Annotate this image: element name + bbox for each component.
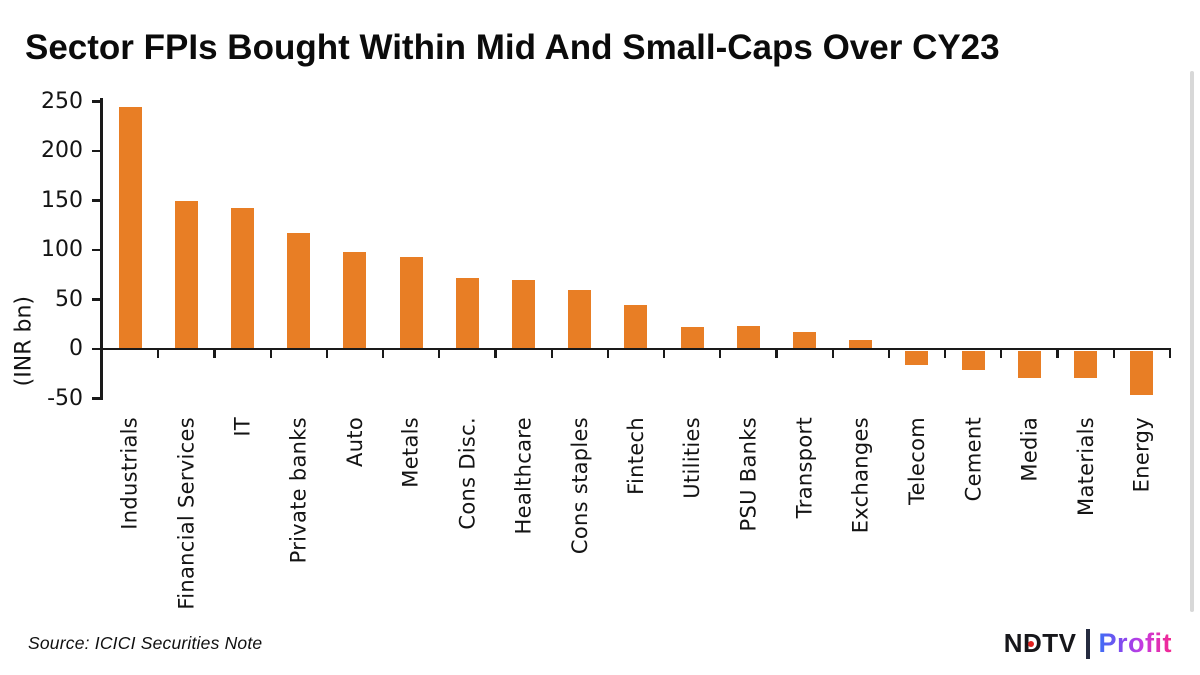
ndtv-profit-logo: NDTV Profit [1004, 628, 1172, 659]
y-tick-label-200: 200 [41, 138, 83, 163]
x-axis-label-cement: Cement [961, 417, 986, 502]
x-axis-label-cons-disc: Cons Disc. [455, 417, 480, 530]
bar-metals [399, 256, 423, 349]
y-tick-label-100: 100 [41, 237, 83, 262]
y-tick-mark-50 [92, 298, 101, 301]
x-axis-line [100, 347, 1171, 350]
y-axis-line [100, 98, 103, 400]
x-axis-label-it: IT [230, 417, 255, 437]
x-tick-mark-19 [1168, 350, 1171, 358]
ndtv-red-dot-icon [1028, 641, 1035, 648]
bar-energy [1130, 350, 1154, 396]
y-tick-mark-150 [92, 199, 101, 202]
bar-cement [961, 350, 985, 371]
profit-wordmark: Profit [1098, 628, 1172, 658]
bar-utilities [680, 327, 704, 349]
x-tick-mark-1 [157, 350, 160, 358]
x-tick-mark-9 [606, 350, 609, 358]
x-axis-label-financial-services: Financial Services [174, 417, 199, 610]
x-tick-mark-13 [831, 350, 834, 358]
x-axis-label-industrials: Industrials [118, 417, 143, 530]
bar-fintech [624, 305, 648, 349]
footer: Source: ICICI Securities Note NDTV Profi… [0, 612, 1200, 675]
x-axis-label-exchanges: Exchanges [848, 417, 873, 534]
x-axis-label-auto: Auto [342, 417, 367, 467]
x-tick-mark-18 [1112, 350, 1115, 358]
x-axis-label-transport: Transport [792, 417, 817, 519]
y-tick-mark-0 [92, 347, 101, 351]
bar-financial-services [174, 200, 198, 349]
x-axis-label-fintech: Fintech [623, 417, 648, 495]
x-tick-mark-17 [1056, 350, 1059, 358]
x-axis-label-cons-staples: Cons staples [567, 417, 592, 555]
bar-transport [793, 332, 816, 349]
y-tick-mark-200 [92, 149, 101, 153]
x-tick-mark-15 [944, 350, 947, 358]
x-tick-mark-14 [887, 350, 890, 358]
x-tick-mark-5 [382, 350, 385, 358]
y-tick-label-150: 150 [41, 187, 83, 213]
x-axis-label-utilities: Utilities [680, 417, 705, 499]
x-axis-label-private-banks: Private banks [286, 417, 311, 564]
bar-private-banks [287, 233, 311, 349]
bar-telecom [905, 350, 929, 366]
x-axis-label-telecom: Telecom [904, 417, 929, 505]
ndtv-text: NDTV [1003, 628, 1077, 658]
x-axis-label-psu-banks: PSU Banks [736, 417, 761, 532]
x-axis-label-energy: Energy [1129, 417, 1154, 493]
x-axis-label-materials: Materials [1073, 417, 1098, 516]
ndtv-wordmark: NDTV [1004, 628, 1077, 659]
x-tick-mark-2 [213, 350, 216, 358]
x-tick-mark-8 [550, 350, 553, 358]
y-tick-label--50: -50 [47, 385, 83, 411]
bar-healthcare [512, 279, 535, 349]
y-tick-label-0: 0 [69, 336, 83, 361]
x-axis-label-healthcare: Healthcare [511, 417, 536, 535]
bar-industrials [118, 107, 142, 349]
y-tick-mark-100 [92, 248, 101, 252]
bar-exchanges [849, 340, 873, 349]
x-axis-label-metals: Metals [399, 417, 424, 488]
y-tick-label-50: 50 [55, 286, 83, 312]
chart-title: Sector FPIs Bought Within Mid And Small-… [25, 28, 1000, 67]
y-tick-label-250: 250 [41, 88, 83, 114]
scrollbar-thumb[interactable] [1190, 71, 1194, 612]
x-tick-mark-16 [1000, 350, 1003, 358]
bar-it [231, 208, 254, 349]
logo-separator [1085, 628, 1090, 659]
source-note: Source: ICICI Securities Note [28, 633, 263, 653]
bar-cons-staples [568, 289, 592, 349]
bar-cons-disc [455, 277, 479, 349]
x-tick-mark-11 [719, 350, 722, 358]
x-tick-mark-12 [775, 350, 778, 358]
x-tick-mark-6 [438, 350, 441, 358]
chart-area: Sector FPIs Bought Within Mid And Small-… [11, 28, 1194, 612]
x-tick-mark-10 [663, 350, 666, 358]
bar-materials [1074, 350, 1097, 379]
x-tick-mark-3 [269, 350, 272, 358]
x-axis-label-media: Media [1017, 417, 1042, 482]
y-tick-mark-250 [92, 100, 101, 103]
bar-media [1017, 350, 1041, 379]
bar-auto [343, 251, 367, 349]
x-tick-mark-4 [325, 350, 328, 358]
bar-psu-banks [736, 326, 760, 349]
y-tick-mark--50 [92, 397, 101, 400]
x-tick-mark-7 [494, 350, 497, 358]
